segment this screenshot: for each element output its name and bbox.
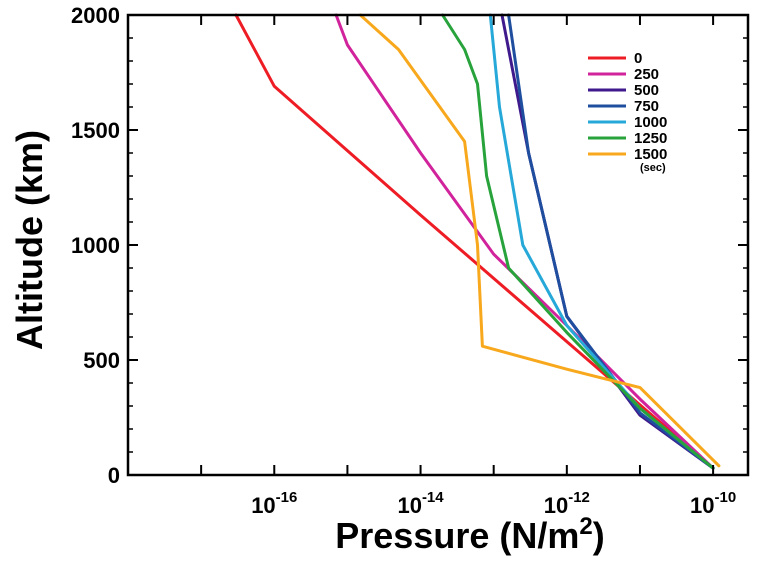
legend-unit: (sec): [640, 162, 666, 174]
legend-label-750: 750: [634, 98, 659, 115]
y-tick-label: 2000: [71, 3, 120, 28]
x-axis-title-text: Pressure (N/m: [335, 515, 579, 556]
series-line-250: [334, 13, 715, 470]
y-tick-label: 0: [108, 463, 120, 488]
series-line-500: [500, 13, 715, 470]
series-line-750: [507, 13, 715, 470]
x-axis-title-close: ): [593, 515, 605, 556]
legend-label-1000: 1000: [634, 114, 667, 131]
axes-layer: 0 500 1000 1500 2000 10-16 10-14 10-12 10-10: [71, 3, 748, 518]
y-tick-label: 500: [83, 348, 120, 373]
x-tick-label: 10-14: [397, 489, 444, 518]
x-axis-title-superscript: 2: [579, 513, 592, 540]
x-tick-label: 10-10: [690, 489, 736, 518]
series-layer: [234, 13, 721, 470]
x-tick-label: 10-16: [251, 489, 297, 518]
x-axis-title: Pressure (N/m2): [335, 513, 604, 556]
y-tick-label: 1500: [71, 118, 120, 143]
series-line-1500: [358, 13, 721, 468]
legend-label-1250: 1250: [634, 130, 667, 147]
x-tick-label: 10-12: [544, 489, 590, 518]
legend-label-1500: 1500: [634, 146, 667, 163]
series-line-1000: [488, 13, 715, 470]
y-axis-title: Altitude (km): [9, 130, 50, 350]
legend-label-0: 0: [634, 50, 642, 67]
series-line-1250: [441, 13, 715, 470]
y-tick-label: 1000: [71, 233, 120, 258]
legend-label-250: 250: [634, 66, 659, 83]
legend-label-500: 500: [634, 82, 659, 99]
